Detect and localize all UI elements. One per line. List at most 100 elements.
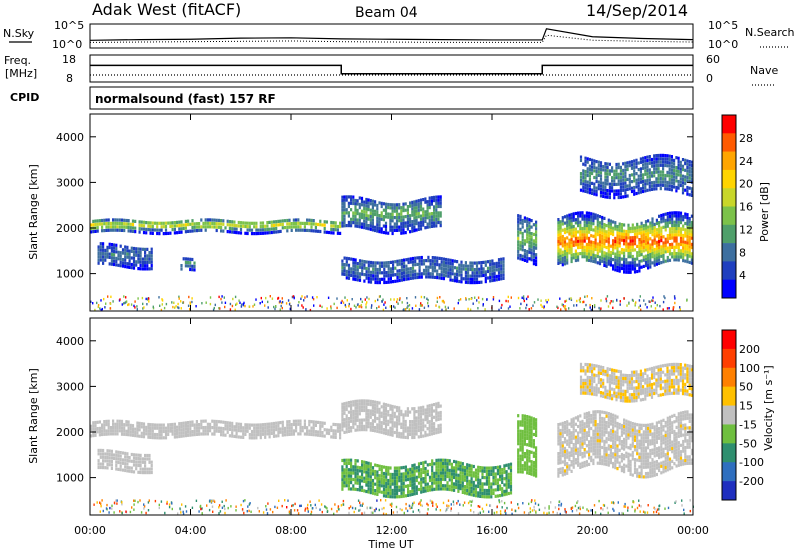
echo-cell bbox=[521, 448, 524, 452]
echo-cell bbox=[402, 231, 405, 235]
echo-cell bbox=[427, 255, 430, 259]
echo-cell bbox=[352, 477, 355, 482]
echo-cell bbox=[131, 226, 135, 230]
echo-cell bbox=[389, 491, 392, 496]
echo-cell bbox=[213, 426, 216, 430]
echo-cell bbox=[588, 157, 591, 162]
echo-cell bbox=[132, 250, 136, 254]
echo-cell bbox=[648, 168, 651, 172]
echo-cell bbox=[389, 228, 392, 232]
echo-cell bbox=[142, 422, 146, 426]
echo-cell bbox=[502, 276, 505, 280]
echo-cell bbox=[345, 211, 348, 215]
echo-cell bbox=[411, 407, 414, 411]
echo-cell bbox=[102, 248, 105, 252]
echo-cell bbox=[597, 167, 600, 171]
echo-cell bbox=[411, 276, 415, 280]
echo-cell bbox=[217, 222, 220, 226]
echo-cell bbox=[222, 433, 225, 437]
echo-cell bbox=[209, 218, 212, 222]
echo-cell bbox=[108, 456, 111, 460]
echo-cell bbox=[423, 296, 426, 299]
echo-cell bbox=[360, 196, 364, 200]
echo-cell bbox=[586, 190, 589, 194]
echo-cell bbox=[378, 467, 381, 471]
echo-cell bbox=[583, 300, 585, 304]
echo-cell bbox=[403, 258, 406, 262]
echo-cell bbox=[96, 219, 99, 223]
echo-cell bbox=[295, 228, 298, 232]
echo-cell bbox=[200, 432, 203, 436]
echo-cell bbox=[499, 484, 502, 488]
echo-cell bbox=[156, 426, 159, 430]
echo-cell bbox=[406, 301, 409, 305]
echo-cell bbox=[404, 224, 407, 228]
echo-cell bbox=[619, 172, 622, 176]
echo-cell bbox=[158, 426, 161, 430]
echo-cell bbox=[123, 426, 126, 430]
echo-cell bbox=[253, 221, 256, 225]
echo-cell bbox=[182, 431, 185, 435]
colorbar-tick-label: 20 bbox=[739, 178, 753, 191]
echo-cell bbox=[507, 482, 510, 486]
echo-cell bbox=[358, 265, 362, 269]
echo-cell bbox=[606, 295, 609, 298]
echo-cell bbox=[182, 301, 184, 304]
echo-cell bbox=[383, 277, 386, 281]
echo-cell bbox=[590, 227, 593, 232]
echo-cell bbox=[415, 209, 418, 213]
echo-cell bbox=[653, 251, 656, 255]
echo-cell bbox=[437, 414, 440, 418]
echo-cell bbox=[519, 420, 522, 424]
echo-cell bbox=[568, 213, 571, 217]
echo-cell bbox=[441, 299, 444, 303]
echo-cell bbox=[639, 187, 642, 191]
echo-cell bbox=[277, 223, 280, 227]
echo-cell bbox=[352, 195, 355, 199]
echo-cell bbox=[457, 483, 460, 487]
echo-cell bbox=[528, 440, 531, 444]
echo-cell bbox=[413, 489, 416, 493]
echo-cell bbox=[242, 432, 245, 436]
echo-cell bbox=[428, 432, 431, 437]
echo-cell bbox=[419, 418, 423, 423]
echo-cell bbox=[664, 218, 667, 222]
echo-cell bbox=[428, 199, 431, 203]
frequency-panel: Freq. [MHz] 18 8 Nave 60 0 bbox=[4, 53, 778, 86]
echo-cell bbox=[453, 279, 456, 283]
echo-cell bbox=[297, 225, 300, 229]
echo-cell bbox=[618, 266, 621, 270]
echo-cell bbox=[283, 219, 287, 223]
echo-cell bbox=[437, 474, 440, 478]
echo-cell bbox=[235, 224, 238, 228]
echo-cell bbox=[448, 459, 451, 463]
echo-cell bbox=[495, 261, 498, 265]
echo-cell bbox=[563, 221, 567, 225]
echo-cell bbox=[164, 436, 168, 440]
echo-cell bbox=[442, 487, 445, 491]
echo-cell bbox=[493, 278, 496, 282]
echo-cell bbox=[622, 185, 625, 189]
echo-cell bbox=[568, 248, 571, 252]
echo-cell bbox=[236, 302, 238, 305]
echo-cell bbox=[601, 240, 604, 245]
echo-cell bbox=[290, 426, 293, 430]
echo-cell bbox=[610, 300, 612, 303]
echo-cell bbox=[662, 153, 665, 157]
echo-cell bbox=[350, 273, 353, 277]
echo-cell bbox=[623, 248, 626, 252]
echo-cell bbox=[426, 206, 429, 210]
echo-cell bbox=[158, 436, 161, 440]
echo-cell bbox=[458, 279, 461, 284]
echo-cell bbox=[422, 405, 425, 409]
echo-cell bbox=[517, 460, 520, 465]
echo-cell bbox=[365, 428, 368, 432]
echo-cell bbox=[675, 220, 678, 224]
echo-cell bbox=[557, 261, 560, 265]
echo-cell bbox=[464, 274, 467, 278]
echo-cell bbox=[677, 217, 680, 221]
echo-cell bbox=[380, 484, 383, 488]
echo-cell bbox=[644, 169, 647, 173]
echo-cell bbox=[259, 225, 262, 229]
echo-cell bbox=[461, 481, 464, 485]
